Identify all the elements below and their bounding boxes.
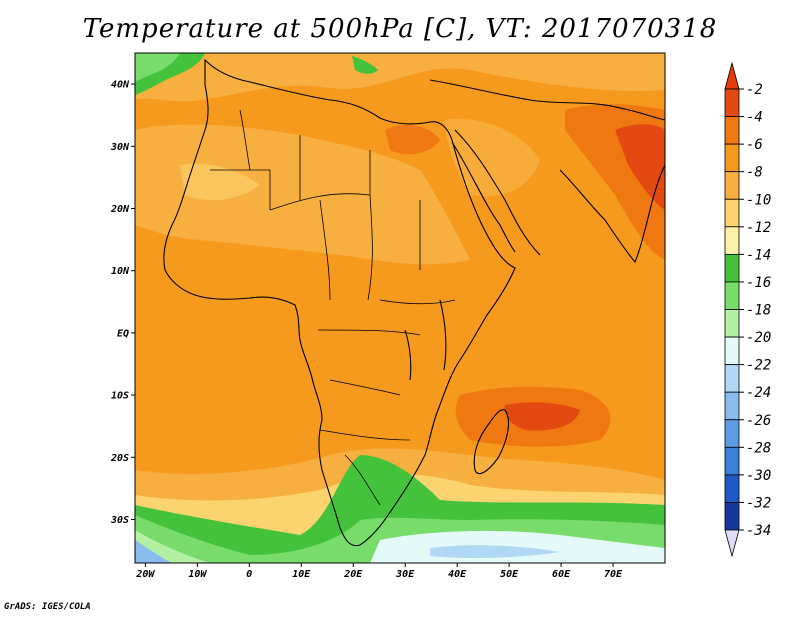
- colorbar-label: -18: [746, 303, 771, 319]
- colorbar-label: -20: [746, 330, 771, 346]
- madagascar-coastline: [473, 409, 510, 475]
- y-tick-label: 10N: [111, 266, 130, 277]
- colorbar-segment: [724, 253, 740, 283]
- y-tick-label: EQ: [117, 328, 129, 339]
- x-tick-label: 30E: [395, 569, 415, 580]
- x-tick-label: 10W: [188, 569, 207, 580]
- colorbar-label: -26: [746, 413, 771, 429]
- great-lakes: [404, 299, 447, 381]
- grads-credit: GrADS: IGES/COLA: [4, 602, 91, 612]
- temperature-field: [135, 53, 665, 563]
- x-tick-label: 40E: [448, 569, 467, 580]
- colorbar-label: -10: [746, 192, 771, 208]
- colorbar-label: -16: [746, 275, 771, 291]
- colorbar-label: -28: [746, 440, 771, 456]
- x-tick-label: 50E: [500, 569, 519, 580]
- x-tick-label: 70E: [604, 569, 623, 580]
- colorbar: -2 -4 -6 -8 -10 -12 -14 -16 -18 -20 -22 -24 -26 -28 -3…: [724, 61, 771, 558]
- colorbar-segment: [724, 336, 740, 366]
- field-sahara: [135, 124, 470, 265]
- y-axis: 40N 30N 20N 10N EQ 10S 20S 30S: [110, 80, 135, 526]
- colorbar-bottom-arrow: [724, 529, 740, 558]
- colorbar-label: -2: [746, 82, 763, 98]
- asia-coastline: [429, 79, 665, 121]
- africa-coastline: [163, 58, 516, 547]
- field-sahara-patch: [180, 163, 260, 201]
- red-sea-coastline: [451, 129, 541, 256]
- colorbar-segment: [724, 474, 740, 503]
- colorbar-top-arrow: [724, 61, 740, 90]
- field-arabia: [445, 119, 540, 197]
- colorbar-label: -30: [746, 468, 771, 484]
- field-aegean-green: [352, 56, 378, 74]
- country-borders: [210, 109, 456, 506]
- india-coastline: [559, 164, 665, 264]
- colorbar-label: -22: [746, 358, 771, 374]
- colorbar-segment: [724, 419, 740, 448]
- colorbar-segment: [724, 88, 740, 117]
- y-tick-label: 40N: [111, 80, 130, 91]
- x-tick-label: 20E: [343, 569, 363, 580]
- y-tick-label: 30S: [110, 515, 129, 526]
- colorbar-segment: [724, 446, 740, 476]
- colorbar-segment: [724, 143, 740, 173]
- colorbar-label: -6: [746, 137, 763, 153]
- field-egypt-hot: [385, 124, 440, 155]
- x-tick-label: 20W: [135, 569, 155, 580]
- colorbar-label: -12: [746, 220, 771, 236]
- coastlines: [163, 58, 665, 547]
- colorbar-label: -24: [746, 385, 771, 401]
- x-axis: 20W 10W 0 10E 20E 30E 40E 50E 60E 70E: [135, 563, 623, 580]
- field-north-band: [135, 53, 665, 102]
- colorbar-segment: [724, 116, 740, 145]
- colorbar-segment: [724, 226, 740, 255]
- x-tick-label: 60E: [552, 569, 571, 580]
- borders-lines: [210, 109, 456, 506]
- y-tick-label: 30N: [110, 142, 130, 153]
- field-sw-blue: [135, 540, 172, 563]
- y-tick-label: 20N: [110, 204, 130, 215]
- colorbar-segment: [724, 391, 740, 421]
- map-frame: [134, 52, 666, 564]
- chart-title: Temperature at 500hPa [C], VT: 201707031…: [82, 14, 718, 44]
- field-nw-light-green: [135, 53, 180, 82]
- colorbar-segment: [724, 309, 740, 338]
- colorbar-label: -8: [746, 165, 763, 181]
- colorbar-label: -4: [746, 110, 763, 126]
- colorbar-label: -34: [746, 523, 771, 539]
- colorbar-label: -32: [746, 495, 771, 511]
- colorbar-label: -14: [746, 247, 771, 263]
- colorbar-segment: [724, 171, 740, 200]
- colorbar-segment: [724, 198, 740, 228]
- colorbar-segment: [724, 502, 740, 531]
- x-tick-label: 10E: [292, 569, 311, 580]
- colorbar-segment: [724, 364, 740, 393]
- field-madagascar-hottest: [504, 402, 580, 431]
- field-south-light-blue: [430, 545, 560, 559]
- y-tick-label: 10S: [111, 391, 129, 402]
- field-india-hottest: [615, 124, 665, 210]
- y-tick-label: 20S: [110, 453, 129, 464]
- x-tick-label: 0: [246, 569, 252, 580]
- colorbar-segment: [724, 281, 740, 310]
